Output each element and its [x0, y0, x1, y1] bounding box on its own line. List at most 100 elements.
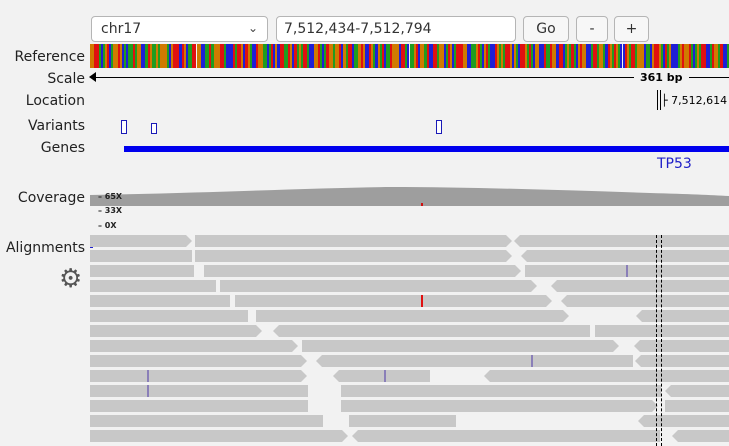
alignment-read[interactable] [90, 295, 230, 307]
alignment-read[interactable] [525, 265, 729, 277]
reference-base [279, 44, 282, 68]
alignment-read[interactable] [341, 400, 658, 412]
alignment-read[interactable] [484, 370, 729, 382]
alignment-read[interactable] [90, 235, 192, 247]
alignment-read[interactable] [635, 355, 729, 367]
reference-base [667, 44, 670, 68]
reference-base [356, 44, 359, 68]
chromosome-select[interactable]: chr17 ⌄ [91, 16, 268, 42]
alignment-read[interactable] [90, 250, 192, 262]
reference-base [641, 44, 644, 68]
alignment-read[interactable] [220, 280, 537, 292]
variant-marker[interactable] [121, 120, 127, 134]
locus-input[interactable]: 7,512,434-7,512,794 [276, 16, 516, 42]
alignment-read[interactable] [634, 340, 729, 352]
alignment-read[interactable] [341, 385, 661, 397]
reference-base [430, 44, 433, 68]
genes-track-label: Genes [40, 140, 85, 156]
alignment-read[interactable] [561, 295, 729, 307]
reference-base [407, 44, 410, 68]
alignment-read[interactable] [90, 400, 308, 412]
reference-base [209, 44, 212, 68]
reference-base [628, 44, 631, 68]
alignment-read[interactable] [665, 400, 729, 412]
reference-sequence-track[interactable] [90, 44, 729, 68]
reference-base [130, 44, 133, 68]
reference-base [300, 44, 303, 68]
go-button[interactable]: Go [523, 16, 569, 42]
reference-base [392, 44, 395, 68]
alignment-read[interactable] [90, 355, 307, 367]
alignment-read[interactable] [204, 265, 521, 277]
alignment-read[interactable] [672, 430, 729, 442]
reference-base [652, 44, 655, 68]
alignment-read[interactable] [90, 415, 392, 427]
reference-base [686, 44, 689, 68]
alignment-read[interactable] [665, 385, 729, 397]
coverage-scale-high: 65X [98, 192, 122, 201]
reference-base [100, 44, 103, 68]
reference-base [285, 44, 289, 68]
reference-base [239, 44, 242, 68]
location-marker-left [657, 90, 658, 110]
alignment-read[interactable] [195, 235, 512, 247]
alignment-read[interactable] [90, 370, 307, 382]
coverage-histogram[interactable] [90, 186, 729, 206]
reference-base [162, 44, 165, 68]
reference-base [170, 44, 174, 68]
alignments-panel[interactable] [90, 235, 729, 446]
alignment-read[interactable] [256, 310, 569, 322]
reference-base [345, 44, 348, 68]
reference-base [264, 44, 267, 68]
variant-marker[interactable] [436, 120, 442, 134]
alignment-read[interactable] [90, 325, 262, 337]
gear-icon[interactable]: ⚙ [59, 264, 83, 294]
reference-base [445, 44, 448, 68]
reference-base [117, 44, 120, 68]
toolbar: chr17 ⌄ 7,512,434-7,512,794 Go - + [0, 0, 729, 44]
reference-base [339, 44, 342, 68]
alignment-read[interactable] [551, 280, 729, 292]
zoom-out-button[interactable]: - [576, 16, 608, 42]
alignment-read[interactable] [352, 430, 660, 442]
reference-base [518, 44, 521, 68]
reference-base [411, 44, 414, 68]
alignment-read[interactable] [302, 340, 619, 352]
reference-base [654, 44, 657, 68]
zoom-in-button[interactable]: + [614, 16, 649, 42]
reference-base [160, 44, 163, 68]
alignment-read[interactable] [90, 385, 308, 397]
alignment-read[interactable] [90, 430, 348, 442]
reference-base [435, 44, 438, 68]
reference-base [562, 44, 565, 68]
alignment-read[interactable] [90, 310, 248, 322]
alignment-read[interactable] [316, 355, 633, 367]
alignment-read[interactable] [235, 295, 552, 307]
reference-base [241, 44, 244, 68]
alignment-read[interactable] [195, 250, 512, 262]
reference-base [337, 44, 340, 68]
reference-base [616, 44, 619, 68]
alignment-read[interactable] [595, 325, 729, 337]
gene-feature[interactable] [124, 146, 729, 152]
reference-base [315, 44, 318, 68]
reference-base [665, 44, 668, 68]
alignment-read[interactable] [90, 340, 298, 352]
gene-name[interactable]: TP53 [657, 156, 692, 172]
alignment-read[interactable] [514, 235, 729, 247]
alignment-read[interactable] [638, 415, 729, 427]
reference-base [530, 44, 534, 68]
alignment-read[interactable] [333, 370, 430, 382]
alignment-read[interactable] [521, 250, 729, 262]
alignment-read[interactable] [90, 280, 216, 292]
reference-base [136, 44, 139, 68]
alignment-read[interactable] [636, 310, 729, 322]
reference-base [484, 44, 487, 68]
variant-marker[interactable] [151, 123, 157, 134]
alignment-read[interactable] [273, 325, 590, 337]
reference-base [290, 44, 293, 68]
reference-base [141, 44, 144, 68]
reference-base [584, 44, 587, 68]
alignment-read[interactable] [90, 265, 194, 277]
alignment-read[interactable] [349, 415, 456, 427]
